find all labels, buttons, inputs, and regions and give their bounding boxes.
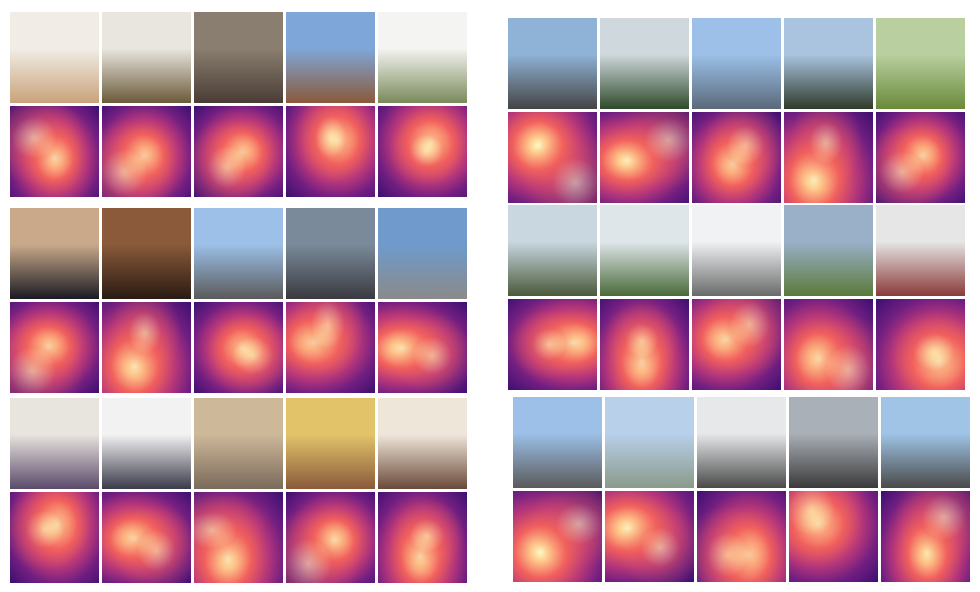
photo — [286, 208, 375, 299]
heatmap — [508, 299, 597, 390]
heatmap — [102, 302, 191, 393]
photo — [508, 18, 597, 109]
photo — [605, 397, 694, 488]
heatmap — [102, 106, 191, 197]
heatmap — [605, 491, 694, 582]
heatmap — [876, 112, 965, 203]
photo — [378, 12, 467, 103]
heatmap — [789, 491, 878, 582]
photo — [697, 397, 786, 488]
heatmap — [194, 492, 283, 583]
photo — [789, 397, 878, 488]
heatmap — [784, 112, 873, 203]
heatmap — [10, 302, 99, 393]
heatmap — [378, 106, 467, 197]
heatmap — [697, 491, 786, 582]
heatmap — [784, 299, 873, 390]
heatmap — [600, 299, 689, 390]
photo — [600, 205, 689, 296]
photo — [102, 398, 191, 489]
photo — [194, 12, 283, 103]
photo — [102, 12, 191, 103]
heatmap — [881, 491, 970, 582]
heatmap — [378, 302, 467, 393]
photo — [876, 205, 965, 296]
photo — [600, 18, 689, 109]
heatmap — [10, 492, 99, 583]
photo — [513, 397, 602, 488]
heatmap — [508, 112, 597, 203]
photo — [194, 208, 283, 299]
photo — [784, 205, 873, 296]
photo — [692, 18, 781, 109]
photo — [10, 208, 99, 299]
heatmap — [692, 299, 781, 390]
heatmap — [10, 106, 99, 197]
photo — [286, 12, 375, 103]
heatmap — [102, 492, 191, 583]
heatmap — [194, 302, 283, 393]
photo — [194, 398, 283, 489]
heatmap — [513, 491, 602, 582]
photo — [784, 18, 873, 109]
heatmap — [286, 302, 375, 393]
photo — [378, 208, 467, 299]
heatmap — [692, 112, 781, 203]
photo — [378, 398, 467, 489]
photo — [508, 205, 597, 296]
photo — [876, 18, 965, 109]
heatmap — [194, 106, 283, 197]
photo — [881, 397, 970, 488]
photo — [10, 12, 99, 103]
photo — [102, 208, 191, 299]
heatmap — [876, 299, 965, 390]
photo — [10, 398, 99, 489]
heatmap — [286, 492, 375, 583]
heatmap — [286, 106, 375, 197]
photo — [286, 398, 375, 489]
heatmap — [600, 112, 689, 203]
heatmap — [378, 492, 467, 583]
photo — [692, 205, 781, 296]
